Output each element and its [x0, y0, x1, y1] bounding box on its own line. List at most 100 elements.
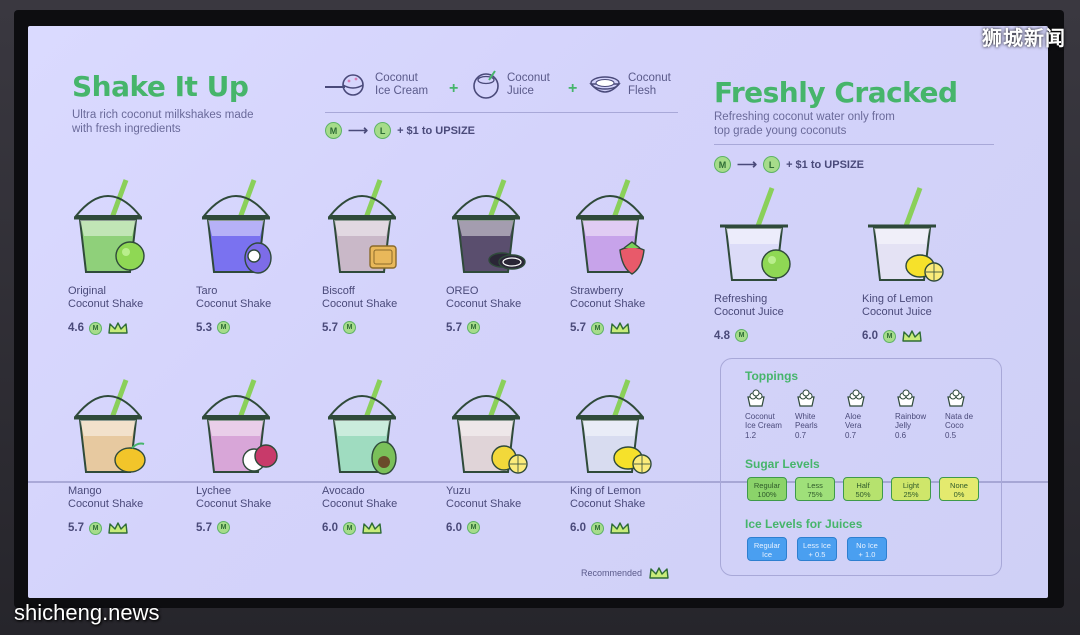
formula-juice: Coconut Juice — [471, 70, 550, 100]
crown-icon — [108, 322, 128, 334]
item-name: Original Coconut Shake — [68, 285, 144, 310]
shake-item[interactable]: OREO Coconut Shake 5.7 M — [446, 176, 566, 334]
price-row: 4.8 M — [714, 329, 834, 342]
item-name: Biscoff Coconut Shake — [322, 285, 398, 310]
item-name: Refreshing Coconut Juice — [714, 293, 784, 318]
size-badge: M — [467, 521, 480, 534]
shake-item[interactable]: Original Coconut Shake 4.6 M — [68, 176, 188, 335]
item-name: King of Lemon Coconut Juice — [862, 293, 933, 318]
upsize-text: + $1 to UPSIZE — [786, 158, 865, 171]
crown-icon — [649, 567, 669, 579]
ice-cream-icon — [747, 389, 765, 407]
formula-flesh: Coconut Flesh — [588, 70, 671, 100]
item-price: 5.7 — [68, 522, 84, 534]
juice-section-title: Freshly Cracked — [714, 76, 958, 109]
arrow-right-icon: ⟶ — [737, 156, 758, 172]
nata-de-coco-icon — [947, 389, 965, 407]
coconut-flesh-icon — [589, 76, 621, 93]
item-name: Mango Coconut Shake — [68, 485, 144, 510]
item-price: 6.0 — [322, 522, 338, 534]
size-badge: M — [735, 329, 748, 342]
size-m-badge: M — [714, 156, 731, 173]
formula-juice-label: Coconut Juice — [507, 72, 550, 97]
shake-item[interactable]: Taro Coconut Shake 5.3 M — [196, 176, 316, 334]
item-price: 6.0 — [570, 522, 586, 534]
sugar-level-pill: Regular 100% — [747, 477, 787, 501]
sugar-level-pill: None 0% — [939, 477, 979, 501]
arrow-right-icon: ⟶ — [348, 122, 369, 138]
price-row: 6.0 M — [862, 329, 982, 343]
item-price: 4.6 — [68, 322, 84, 334]
item-price: 6.0 — [446, 521, 462, 534]
item-price: 5.7 — [322, 321, 338, 334]
size-badge: M — [591, 521, 604, 535]
price-row: 6.0 M — [322, 521, 442, 535]
crown-icon — [610, 322, 630, 334]
juice-item[interactable]: Refreshing Coconut Juice 4.8 M — [714, 184, 834, 342]
sugar-level-pill: Light 25% — [891, 477, 931, 501]
crown-icon — [610, 522, 630, 534]
item-name: Lychee Coconut Shake — [196, 485, 272, 510]
shake-item[interactable]: Mango Coconut Shake 5.7 M — [68, 376, 188, 535]
ice-cream-scoop-icon — [325, 74, 364, 96]
size-badge: M — [883, 329, 896, 343]
aloe-vera-icon — [847, 389, 865, 407]
topping-item: Aloe Vera 0.7 — [845, 389, 897, 440]
size-badge: M — [343, 321, 356, 334]
item-price: 5.7 — [196, 521, 212, 534]
shake-item[interactable]: Lychee Coconut Shake 5.7 M — [196, 376, 316, 534]
shake-upsize: M ⟶ L + $1 to UPSIZE — [325, 122, 475, 139]
shake-item[interactable]: Biscoff Coconut Shake 5.7 M — [322, 176, 442, 334]
drink-cup-icon — [451, 179, 526, 273]
item-price: 6.0 — [862, 330, 878, 342]
item-price: 5.7 — [570, 322, 586, 334]
shake-item[interactable]: King of Lemon Coconut Shake 6.0 M — [570, 376, 690, 535]
formula-ice-cream: Coconut Ice Cream — [323, 70, 428, 100]
item-name: OREO Coconut Shake — [446, 285, 522, 310]
juice-subtitle-line1: Refreshing coconut water only from — [714, 111, 895, 123]
drink-cup-icon — [575, 379, 652, 474]
topping-item: Rainbow Jelly 0.6 — [895, 389, 947, 440]
juice-upsize: M ⟶ L + $1 to UPSIZE — [714, 156, 864, 173]
drink-cup-icon — [327, 379, 397, 475]
item-name: Strawberry Coconut Shake — [570, 285, 646, 310]
price-row: 5.7 M — [322, 321, 442, 334]
drink-cup-icon — [451, 379, 528, 474]
size-badge: M — [217, 321, 230, 334]
item-price: 5.3 — [196, 321, 212, 334]
ice-heading: Ice Levels for Juices — [745, 517, 863, 531]
sugar-heading: Sugar Levels — [745, 457, 820, 471]
topping-item: Coconut Ice Cream 1.2 — [745, 389, 797, 440]
jelly-icon — [897, 389, 915, 407]
shake-subtitle-line1: Ultra rich coconut milkshakes made — [72, 109, 254, 121]
screen-glare-line — [28, 481, 1048, 483]
shake-item[interactable]: Yuzu Coconut Shake 6.0 M — [446, 376, 566, 534]
juice-item[interactable]: King of Lemon Coconut Juice 6.0 M — [862, 184, 982, 343]
drink-cup-icon — [201, 179, 272, 274]
watermark-bottom: shicheng.news — [14, 600, 160, 625]
shake-subtitle-line2: with fresh ingredients — [72, 123, 181, 135]
price-row: 5.3 M — [196, 321, 316, 334]
crown-icon — [902, 330, 922, 342]
size-m-badge: M — [325, 122, 342, 139]
price-row: 6.0 M — [570, 521, 690, 535]
ice-level-pill: Regular Ice — [747, 537, 787, 561]
menu-screen: Shake It Up Ultra rich coconut milkshake… — [28, 26, 1048, 598]
shake-item[interactable]: Strawberry Coconut Shake 5.7 M — [570, 176, 690, 335]
size-badge: M — [591, 321, 604, 335]
topping-item: Nata de Coco 0.5 — [945, 389, 997, 440]
juice-subtitle-line2: top grade young coconuts — [714, 125, 847, 137]
toppings-heading: Toppings — [745, 369, 799, 383]
size-badge: M — [217, 521, 230, 534]
drink-cup-icon — [201, 379, 278, 473]
sugar-level-pill: Half 50% — [843, 477, 883, 501]
crown-icon — [362, 522, 382, 534]
size-l-badge: L — [374, 122, 392, 139]
pearls-icon — [797, 389, 815, 407]
shake-item[interactable]: Avocado Coconut Shake 6.0 M — [322, 376, 442, 535]
formula-divider — [325, 112, 678, 113]
item-name: Yuzu Coconut Shake — [446, 485, 522, 510]
juice-divider — [714, 144, 994, 145]
shake-formula: Coconut Ice Cream + Coconut Juice + Coconu… — [323, 70, 683, 110]
drink-cup-icon — [73, 179, 145, 273]
